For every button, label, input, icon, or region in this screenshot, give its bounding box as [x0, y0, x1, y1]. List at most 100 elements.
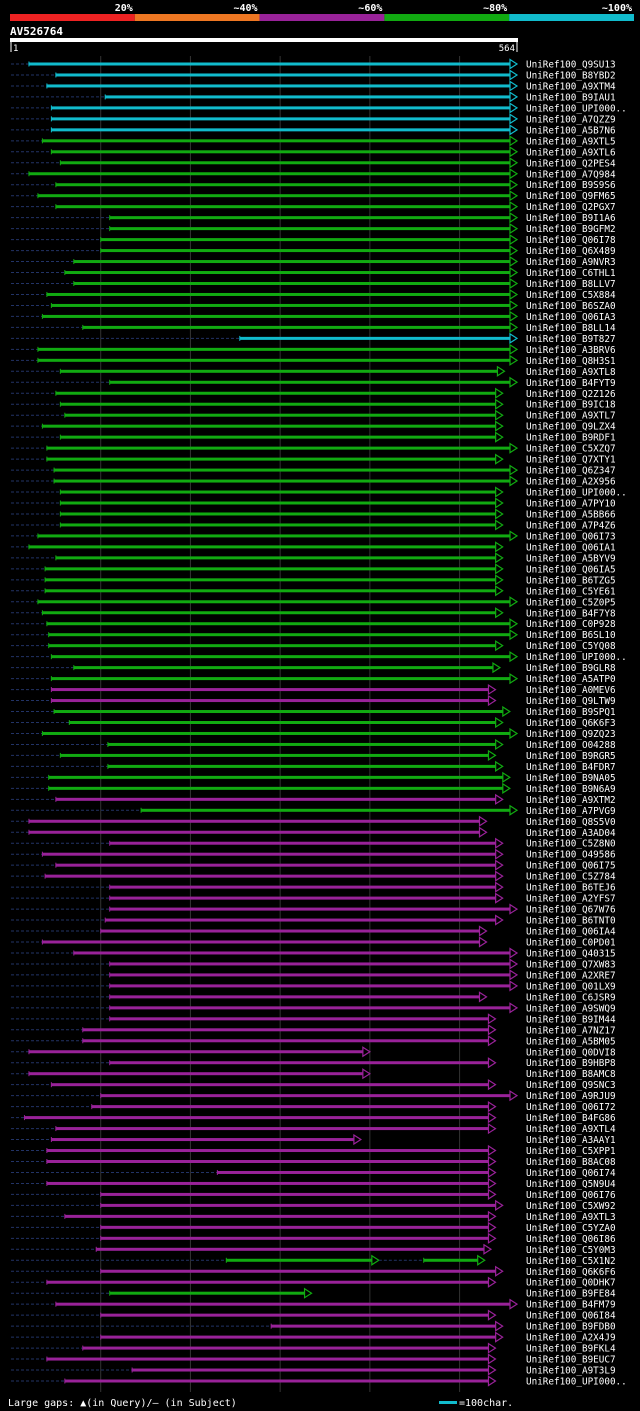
hit-label[interactable]: UniRef100_Q2PES4 [526, 158, 616, 169]
hit-label[interactable]: UniRef100_B4F7Y8 [526, 608, 616, 619]
hit-label[interactable]: UniRef100_C5YQ08 [526, 641, 616, 652]
hit-label[interactable]: UniRef100_Q06I76 [526, 1190, 616, 1201]
hit-row[interactable]: UniRef100_C6JSR9 [11, 991, 616, 1003]
hit-row[interactable]: UniRef100_Q6K6F6 [11, 1265, 616, 1278]
hit-label[interactable]: UniRef100_C5YZA0 [526, 1223, 616, 1234]
hit-label[interactable]: UniRef100_B9NA05 [526, 773, 616, 784]
hit-row[interactable]: UniRef100_Q06I86 [11, 1232, 616, 1245]
hit-label[interactable]: UniRef100_C0P928 [526, 619, 616, 630]
hit-row[interactable]: UniRef100_B9RGR5 [11, 749, 616, 762]
hit-label[interactable]: UniRef100_Q6K6F6 [526, 1267, 616, 1278]
hit-label[interactable]: UniRef100_Q9SNC3 [526, 1080, 616, 1091]
hit-label[interactable]: UniRef100_B9IC18 [526, 400, 616, 411]
hit-row[interactable]: UniRef100_A7P4Z6 [11, 519, 616, 531]
hit-label[interactable]: UniRef100_A7QZZ9 [526, 114, 616, 125]
hit-row[interactable]: UniRef100_A9XTL5 [11, 135, 616, 147]
hit-row[interactable]: UniRef100_Q06IA1 [11, 541, 616, 553]
hit-row[interactable]: UniRef100_A5BYV9 [11, 552, 616, 564]
hit-label[interactable]: UniRef100_Q06IA1 [526, 542, 616, 553]
hit-label[interactable]: UniRef100_Q06I75 [526, 861, 616, 872]
hit-label[interactable]: UniRef100_Q06IA4 [526, 927, 616, 938]
hit-row[interactable]: UniRef100_A9XTL6 [11, 146, 616, 158]
hit-row[interactable]: UniRef100_A7Q984 [11, 168, 616, 180]
hit-label[interactable]: UniRef100_B8AC08 [526, 1157, 616, 1168]
hit-row[interactable]: UniRef100_Q01LX9 [11, 980, 616, 992]
hit-row[interactable]: UniRef100_Q9ZQ23 [11, 727, 616, 740]
hit-row[interactable]: UniRef100_C5XW92 [11, 1199, 616, 1212]
hit-row[interactable]: UniRef100_A9RJU9 [11, 1090, 616, 1102]
hit-label[interactable]: UniRef100_B9I1A6 [526, 213, 616, 224]
hit-label[interactable]: UniRef100_A5B7N6 [526, 125, 616, 136]
hit-label[interactable]: UniRef100_A9XTL3 [526, 1212, 616, 1223]
hit-row[interactable]: UniRef100_Q8H3S1 [11, 354, 616, 367]
hit-label[interactable]: UniRef100_A9RJU9 [526, 1091, 616, 1102]
hit-label[interactable]: UniRef100_C0PD01 [526, 938, 616, 949]
hit-label[interactable]: UniRef100_B6SL10 [526, 630, 616, 641]
hit-label[interactable]: UniRef100_Q40315 [526, 948, 616, 959]
hit-row[interactable]: UniRef100_Q06I73 [11, 530, 616, 542]
hit-label[interactable]: UniRef100_A9XTL8 [526, 367, 616, 378]
hit-row[interactable]: UniRef100_A5BM05 [11, 1035, 616, 1047]
hit-label[interactable]: UniRef100_B8LLV7 [526, 279, 616, 290]
hit-row[interactable]: UniRef100_Q06I74 [11, 1166, 616, 1179]
hit-label[interactable]: UniRef100_Q06I84 [526, 1311, 616, 1322]
hit-row[interactable]: UniRef100_B9IAU1 [11, 91, 616, 103]
hit-label[interactable]: UniRef100_C5Z8N0 [526, 839, 616, 850]
hit-row[interactable]: UniRef100_A9XTM2 [11, 793, 616, 806]
hit-label[interactable]: UniRef100_Q5N9U4 [526, 1179, 616, 1190]
hit-row[interactable]: UniRef100_B9IC18 [11, 398, 616, 411]
hit-label[interactable]: UniRef100_Q06I72 [526, 1102, 616, 1113]
hit-row[interactable]: UniRef100_B9FDB0 [11, 1320, 616, 1333]
hit-label[interactable]: UniRef100_UPI000.. [526, 103, 627, 114]
hit-label[interactable]: UniRef100_B6TZG5 [526, 575, 616, 586]
hit-label[interactable]: UniRef100_A9XTM2 [526, 795, 616, 806]
hit-label[interactable]: UniRef100_C6THL1 [526, 268, 616, 279]
hit-label[interactable]: UniRef100_Q8S5V0 [526, 817, 616, 828]
hit-row[interactable]: UniRef100_B4FM79 [11, 1298, 616, 1311]
hit-label[interactable]: UniRef100_Q0DHK7 [526, 1278, 616, 1289]
hit-label[interactable]: UniRef100_B8YBD2 [526, 70, 616, 81]
hit-label[interactable]: UniRef100_A7NZ17 [526, 1025, 616, 1036]
hit-label[interactable]: UniRef100_B9FKL4 [526, 1344, 616, 1355]
hit-row[interactable]: UniRef100_UPI000.. [11, 1375, 627, 1388]
hit-label[interactable]: UniRef100_Q9ZQ23 [526, 729, 616, 740]
hit-row[interactable]: UniRef100_B4F7Y8 [11, 607, 616, 619]
hit-row[interactable]: UniRef100_B9IM44 [11, 1013, 616, 1025]
hit-label[interactable]: UniRef100_B9FE84 [526, 1289, 616, 1300]
hit-row[interactable]: UniRef100_C6THL1 [11, 266, 616, 279]
hit-row[interactable]: UniRef100_Q5N9U4 [11, 1177, 616, 1190]
hit-row[interactable]: UniRef100_B8AC08 [11, 1155, 616, 1168]
hit-label[interactable]: UniRef100_A5BB66 [526, 509, 616, 520]
hit-row[interactable]: UniRef100_Q6X489 [11, 244, 616, 257]
hit-label[interactable]: UniRef100_A2XRE7 [526, 970, 616, 981]
hit-row[interactable]: UniRef100_Q06I84 [11, 1309, 616, 1322]
hit-row[interactable]: UniRef100_B8LL14 [11, 321, 616, 334]
hit-row[interactable]: UniRef100_B6TZG5 [11, 574, 616, 586]
hit-row[interactable]: UniRef100_B6SL10 [11, 629, 616, 641]
hit-label[interactable]: UniRef100_C5Y0M3 [526, 1245, 616, 1256]
hit-label[interactable]: UniRef100_UPI000.. [526, 652, 627, 663]
hit-row[interactable]: UniRef100_C5Y0M3 [11, 1243, 616, 1256]
hit-label[interactable]: UniRef100_A7P4Z6 [526, 520, 616, 531]
hit-label[interactable]: UniRef100_B9SPQ1 [526, 707, 616, 718]
hit-label[interactable]: UniRef100_Q6Z347 [526, 466, 616, 477]
hit-row[interactable]: UniRef100_Q0DVI8 [11, 1046, 616, 1058]
hit-label[interactable]: UniRef100_A3AAY1 [526, 1135, 616, 1146]
hit-row[interactable]: UniRef100_A2X956 [11, 475, 616, 488]
hit-label[interactable]: UniRef100_C5XW92 [526, 1201, 616, 1212]
hit-label[interactable]: UniRef100_B9GLR8 [526, 663, 616, 674]
hit-label[interactable]: UniRef100_O49586 [526, 850, 616, 861]
hit-label[interactable]: UniRef100_B9HBP8 [526, 1058, 616, 1069]
hit-label[interactable]: UniRef100_Q9LZX4 [526, 422, 616, 433]
hit-row[interactable]: UniRef100_C5X884 [11, 288, 616, 301]
hit-row[interactable]: UniRef100_Q6K6F3 [11, 716, 616, 729]
hit-label[interactable]: UniRef100_Q6X489 [526, 246, 616, 257]
hit-label[interactable]: UniRef100_C5X1N2 [526, 1256, 616, 1267]
hit-row[interactable]: UniRef100_A7QZZ9 [11, 113, 616, 125]
hit-label[interactable]: UniRef100_B9RDF1 [526, 433, 616, 444]
hit-label[interactable]: UniRef100_Q9LTW9 [526, 696, 616, 707]
hit-row[interactable]: UniRef100_B9RDF1 [11, 431, 616, 444]
hit-label[interactable]: UniRef100_A9XTL4 [526, 1124, 616, 1135]
hit-row[interactable]: UniRef100_Q9LTW9 [11, 694, 616, 707]
hit-row[interactable]: UniRef100_B9GFM2 [11, 223, 616, 235]
